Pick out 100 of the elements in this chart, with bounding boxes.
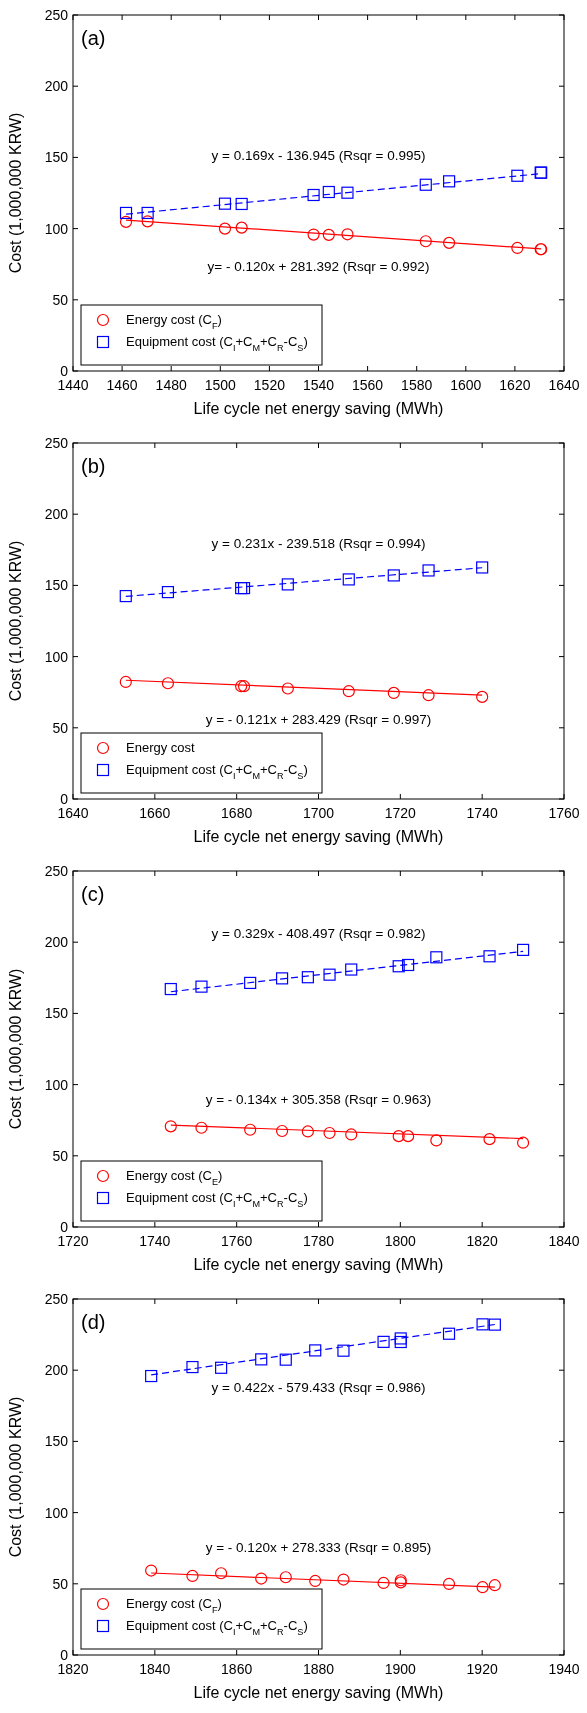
x-tick-label: 1640 <box>548 377 580 393</box>
point <box>322 185 335 199</box>
text: Equipment cost (C$_{I}$+C$_{M}$+C$_{R}$-C$_{S}$) <box>126 334 308 353</box>
point <box>337 1573 350 1586</box>
point <box>275 972 289 985</box>
annotation: (c) <box>81 883 105 905</box>
y-tick-label: 50 <box>52 291 69 308</box>
point <box>281 578 294 591</box>
point <box>255 1572 268 1585</box>
y-tick-label: 250 <box>44 7 69 23</box>
point <box>119 215 133 229</box>
point <box>392 960 405 973</box>
x-tick-label: 1760 <box>548 805 580 821</box>
point <box>345 1128 358 1141</box>
point <box>476 1318 489 1331</box>
x-tick-label: 1940 <box>548 1661 580 1677</box>
x-tick-label: 1840 <box>139 1661 171 1677</box>
y-tick-label: 150 <box>44 1433 69 1450</box>
y-tick-label: 150 <box>44 149 69 166</box>
point <box>345 963 358 976</box>
point <box>322 228 335 241</box>
x-tick-label: 1720 <box>384 805 417 821</box>
y-tick-label: 100 <box>44 648 69 665</box>
y-axis-title: Cost (1,000,000 KRW) <box>7 1396 24 1558</box>
point <box>341 186 354 199</box>
point <box>377 1335 390 1348</box>
point <box>422 564 435 577</box>
point <box>307 188 320 202</box>
x-tick-label: 1780 <box>302 1233 335 1249</box>
point <box>341 228 354 241</box>
annotation: y = 0.329x - 408.497 (Rsqr = 0.982) <box>211 925 426 941</box>
point <box>244 976 257 990</box>
point <box>309 1344 322 1357</box>
x-tick-label: 1660 <box>139 805 171 821</box>
point <box>255 1353 268 1366</box>
point <box>483 950 496 963</box>
point <box>161 677 175 690</box>
y-tick-label: 250 <box>44 435 69 451</box>
annotation: (d) <box>81 1311 106 1333</box>
point <box>235 221 248 234</box>
y-tick-label: 150 <box>44 1005 69 1022</box>
point <box>279 1571 292 1584</box>
point <box>422 689 435 702</box>
point <box>516 1136 530 1149</box>
y-tick-label: 200 <box>44 78 69 95</box>
y-tick-label: 100 <box>44 1504 69 1521</box>
annotation: (b) <box>81 455 106 477</box>
x-tick-label: 1460 <box>106 377 138 393</box>
legend-label: Energy cost <box>126 740 196 755</box>
x-axis-title: Life cycle net energy saving (MWh) <box>193 1256 444 1273</box>
x-tick-label: 1700 <box>302 805 335 821</box>
annotation: y = 0.422x - 579.433 (Rsqr = 0.986) <box>211 1379 426 1395</box>
point <box>235 197 248 211</box>
x-tick-label: 1440 <box>57 377 89 393</box>
point <box>488 1579 501 1592</box>
annotation: (a) <box>81 27 106 49</box>
x-axis-title: Life cycle net energy saving (MWh) <box>193 1684 444 1701</box>
x-tick-label: 1720 <box>57 1233 89 1249</box>
point <box>119 206 133 220</box>
legend-label: Energy cost (C$_{F}$) <box>126 1596 222 1615</box>
point <box>443 236 456 249</box>
text: Equipment cost (C$_{I}$+C$_{M}$+C$_{R}$-C$_{S}$) <box>126 1618 308 1637</box>
point <box>195 980 208 993</box>
x-tick-label: 1740 <box>466 805 498 821</box>
x-tick-label: 1800 <box>384 1233 417 1249</box>
x-tick-label: 1600 <box>450 377 482 393</box>
point <box>342 685 355 698</box>
x-tick-label: 1540 <box>302 377 335 393</box>
y-tick-label: 0 <box>60 791 69 807</box>
y-tick-label: 250 <box>44 1291 69 1307</box>
x-tick-label: 1480 <box>155 377 187 393</box>
x-tick-label: 1620 <box>499 377 531 393</box>
x-tick-label: 1900 <box>384 1661 417 1677</box>
point <box>337 1344 350 1357</box>
point <box>215 1361 228 1374</box>
annotation: y= - 0.120x + 281.392 (Rsqr = 0.992) <box>207 258 430 274</box>
x-tick-label: 1860 <box>221 1661 253 1677</box>
point <box>275 1124 289 1138</box>
y-tick-label: 0 <box>60 1219 69 1235</box>
x-tick-label: 1760 <box>221 1233 253 1249</box>
y-tick-label: 50 <box>52 1575 69 1592</box>
point <box>218 222 232 235</box>
point <box>442 1577 456 1591</box>
y-tick-label: 200 <box>44 934 69 951</box>
point <box>377 1576 390 1590</box>
y-tick-label: 200 <box>44 1362 69 1379</box>
point <box>119 675 132 689</box>
point <box>342 573 355 586</box>
point <box>218 197 232 210</box>
point <box>195 1121 208 1134</box>
x-axis-title: Life cycle net energy saving (MWh) <box>193 828 444 845</box>
annotation: y = - 0.120x + 278.333 (Rsqr = 0.895) <box>205 1540 432 1556</box>
text: Equipment cost (C$_{I}$+C$_{M}$+C$_{R}$-C$_{S}$) <box>126 762 308 781</box>
x-tick-label: 1880 <box>302 1661 335 1677</box>
point <box>161 585 175 599</box>
point <box>145 1369 158 1383</box>
point <box>511 241 524 255</box>
point <box>392 1130 405 1143</box>
text: Equipment cost (C$_{I}$+C$_{M}$+C$_{R}$-C$_{S}$) <box>126 1190 308 1209</box>
point <box>186 1569 199 1583</box>
